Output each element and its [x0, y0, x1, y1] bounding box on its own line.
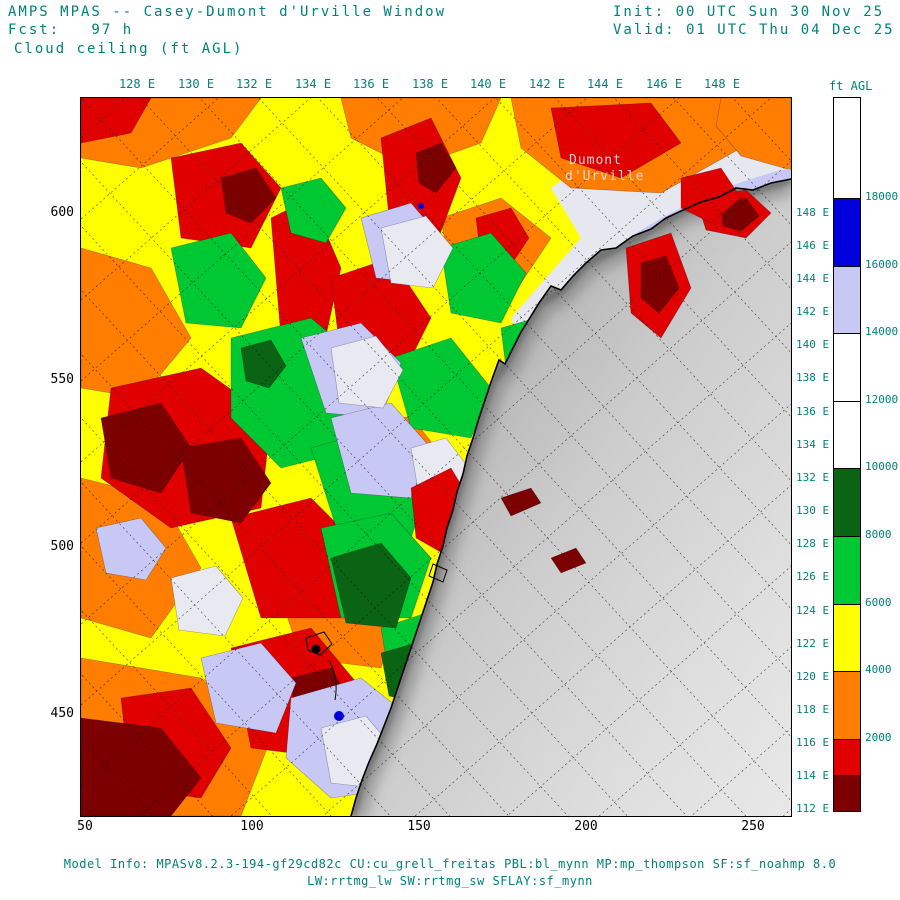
colorbar-segment [834, 604, 860, 671]
colorbar-tick-label: 14000 [865, 325, 899, 338]
station-label-line2: d'Urville [565, 169, 644, 184]
right-axis-label: 122 E [796, 637, 830, 650]
colorbar-tick-label: 4000 [865, 663, 892, 676]
blue-ceiling-speck [334, 711, 344, 721]
top-axis-label: 128 E [118, 77, 156, 91]
right-axis-label: 114 E [796, 769, 830, 782]
product-name: Cloud ceiling (ft AGL) [14, 41, 244, 57]
right-axis-label: 142 E [796, 305, 830, 318]
colorbar-segment [834, 266, 860, 333]
right-axis-label: 146 E [796, 239, 830, 252]
left-axis-label: 500 [50, 539, 74, 554]
colorbar-tick-label: 6000 [865, 596, 892, 609]
right-axis-label: 132 E [796, 471, 830, 484]
colorbar-tick-label: 16000 [865, 258, 899, 271]
colorbar-tick-label: 18000 [865, 190, 899, 203]
right-axis-label: 144 E [796, 272, 830, 285]
bottom-axis-label: 50 [77, 819, 93, 834]
valid-time: Valid: 01 UTC Thu 04 Dec 25 [613, 22, 895, 38]
top-axis-label: 146 E [645, 77, 683, 91]
colorbar-segment [834, 739, 860, 775]
graticule [81, 98, 791, 816]
left-axis-label: 600 [50, 205, 74, 220]
map-frame: Dumont d'Urville [80, 97, 792, 817]
colorbar-segment [834, 536, 860, 604]
right-axis-label: 124 E [796, 604, 830, 617]
right-axis-label: 140 E [796, 338, 830, 351]
top-axis-label: 134 E [294, 77, 332, 91]
colorbar-tick-label: 8000 [865, 528, 892, 541]
colorbar-segment [834, 671, 860, 739]
station-marker-dumont-durville [311, 644, 321, 654]
blue-ceiling-speck [418, 203, 424, 209]
top-axis-label: 148 E [703, 77, 741, 91]
colorbar-segment [834, 198, 860, 266]
terrain-cloud-patches [500, 167, 772, 574]
coastline [350, 178, 791, 816]
bottom-axis-label: 200 [574, 819, 598, 834]
colorbar-tick-label: 10000 [865, 460, 899, 473]
right-axis-label: 134 E [796, 438, 830, 451]
colorbar-segments [833, 97, 861, 812]
right-axis-label: 112 E [796, 802, 830, 815]
right-axis-label: 128 E [796, 537, 830, 550]
right-axis-label: 138 E [796, 371, 830, 384]
left-axis-label: 550 [50, 372, 74, 387]
colorbar-tick-label: 12000 [865, 393, 899, 406]
left-axis-label: 450 [50, 706, 74, 721]
bottom-axis-label: 100 [240, 819, 264, 834]
colorbar-segment [834, 468, 860, 536]
right-axis-label: 130 E [796, 504, 830, 517]
init-time: Init: 00 UTC Sun 30 Nov 25 [613, 4, 885, 20]
bottom-axis-label: 250 [741, 819, 765, 834]
coastal-detail-contours [305, 563, 448, 701]
top-axis-label: 138 E [411, 77, 449, 91]
model-info-line1: Model Info: MPASv8.2.3-194-gf29cd82c CU:… [63, 857, 837, 871]
right-axis-label: 126 E [796, 570, 830, 583]
colorbar-tick-label: 2000 [865, 731, 892, 744]
model-info-line2: LW:rrtmg_lw SW:rrtmg_sw SFLAY:sf_mynn [307, 874, 593, 888]
bottom-axis-label: 150 [407, 819, 431, 834]
cloud-field [81, 98, 791, 816]
top-axis-label: 132 E [235, 77, 273, 91]
page-title: AMPS MPAS -- Casey-Dumont d'Urville Wind… [8, 4, 447, 20]
top-axis-label: 144 E [586, 77, 624, 91]
top-axis-label: 130 E [177, 77, 215, 91]
colorbar-segment [834, 401, 860, 468]
colorbar-segment [834, 775, 860, 811]
top-axis-label: 142 E [528, 77, 566, 91]
cloud-ceiling-map: Dumont d'Urville [81, 98, 791, 816]
right-axis-label: 118 E [796, 703, 830, 716]
station-label-line1: Dumont [569, 153, 622, 168]
colorbar-title: ft AGL [829, 79, 873, 93]
top-axis-label: 140 E [469, 77, 507, 91]
colorbar-segment [834, 98, 860, 198]
forecast-hour: Fcst: 97 h [8, 22, 134, 38]
right-axis-label: 116 E [796, 736, 830, 749]
right-axis-label: 136 E [796, 405, 830, 418]
right-axis-label: 148 E [796, 206, 830, 219]
top-axis-label: 136 E [352, 77, 390, 91]
right-axis-label: 120 E [796, 670, 830, 683]
colorbar-segment [834, 333, 860, 401]
